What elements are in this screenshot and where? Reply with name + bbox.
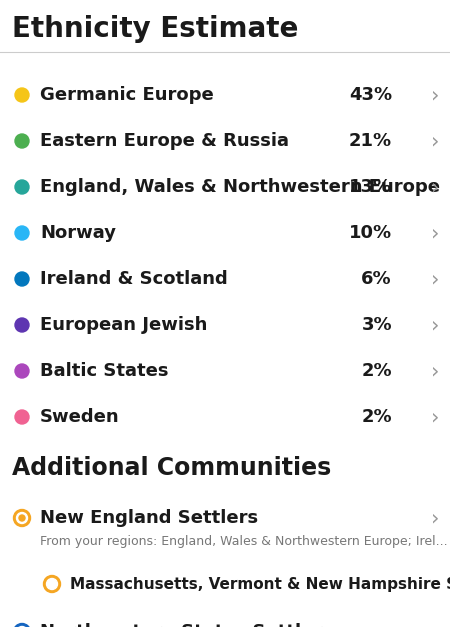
Text: 6%: 6% <box>361 270 392 288</box>
Circle shape <box>17 512 27 524</box>
Text: England, Wales & Northwestern Europe: England, Wales & Northwestern Europe <box>40 178 440 196</box>
Text: ›: › <box>431 361 439 381</box>
Circle shape <box>14 623 31 627</box>
Text: ›: › <box>431 407 439 427</box>
Text: Sweden: Sweden <box>40 408 120 426</box>
Circle shape <box>46 579 58 589</box>
Circle shape <box>19 515 25 521</box>
Text: Eastern Europe & Russia: Eastern Europe & Russia <box>40 132 289 150</box>
Text: ›: › <box>431 622 439 627</box>
Text: 3%: 3% <box>361 316 392 334</box>
Text: ›: › <box>431 85 439 105</box>
Circle shape <box>15 272 29 286</box>
Text: 2%: 2% <box>361 408 392 426</box>
Text: Germanic Europe: Germanic Europe <box>40 86 214 104</box>
Text: ›: › <box>431 177 439 197</box>
Text: ›: › <box>431 508 439 528</box>
Text: Norway: Norway <box>40 224 116 242</box>
Circle shape <box>14 510 31 527</box>
Circle shape <box>15 364 29 378</box>
Text: 21%: 21% <box>349 132 392 150</box>
Circle shape <box>15 134 29 148</box>
Circle shape <box>15 410 29 424</box>
Text: Massachusetts, Vermont & New Hampshire Settlers: Massachusetts, Vermont & New Hampshire S… <box>70 576 450 591</box>
Circle shape <box>49 581 55 587</box>
Text: 2%: 2% <box>361 362 392 380</box>
Text: Baltic States: Baltic States <box>40 362 168 380</box>
Text: Additional Communities: Additional Communities <box>12 456 331 480</box>
Text: Ireland & Scotland: Ireland & Scotland <box>40 270 228 288</box>
Text: ›: › <box>431 269 439 289</box>
Circle shape <box>15 318 29 332</box>
Text: European Jewish: European Jewish <box>40 316 207 334</box>
Text: From your regions: England, Wales & Northwestern Europe; Irel...: From your regions: England, Wales & Nort… <box>40 535 448 548</box>
Text: ›: › <box>431 223 439 243</box>
Text: New England Settlers: New England Settlers <box>40 509 258 527</box>
Text: Northeastern States Settlers: Northeastern States Settlers <box>40 623 333 627</box>
Circle shape <box>15 226 29 240</box>
Text: 13%: 13% <box>349 178 392 196</box>
Text: ›: › <box>431 315 439 335</box>
Circle shape <box>15 180 29 194</box>
Text: 43%: 43% <box>349 86 392 104</box>
Text: 10%: 10% <box>349 224 392 242</box>
Text: ›: › <box>431 131 439 151</box>
Circle shape <box>44 576 60 593</box>
Circle shape <box>15 88 29 102</box>
Text: Ethnicity Estimate: Ethnicity Estimate <box>12 15 298 43</box>
